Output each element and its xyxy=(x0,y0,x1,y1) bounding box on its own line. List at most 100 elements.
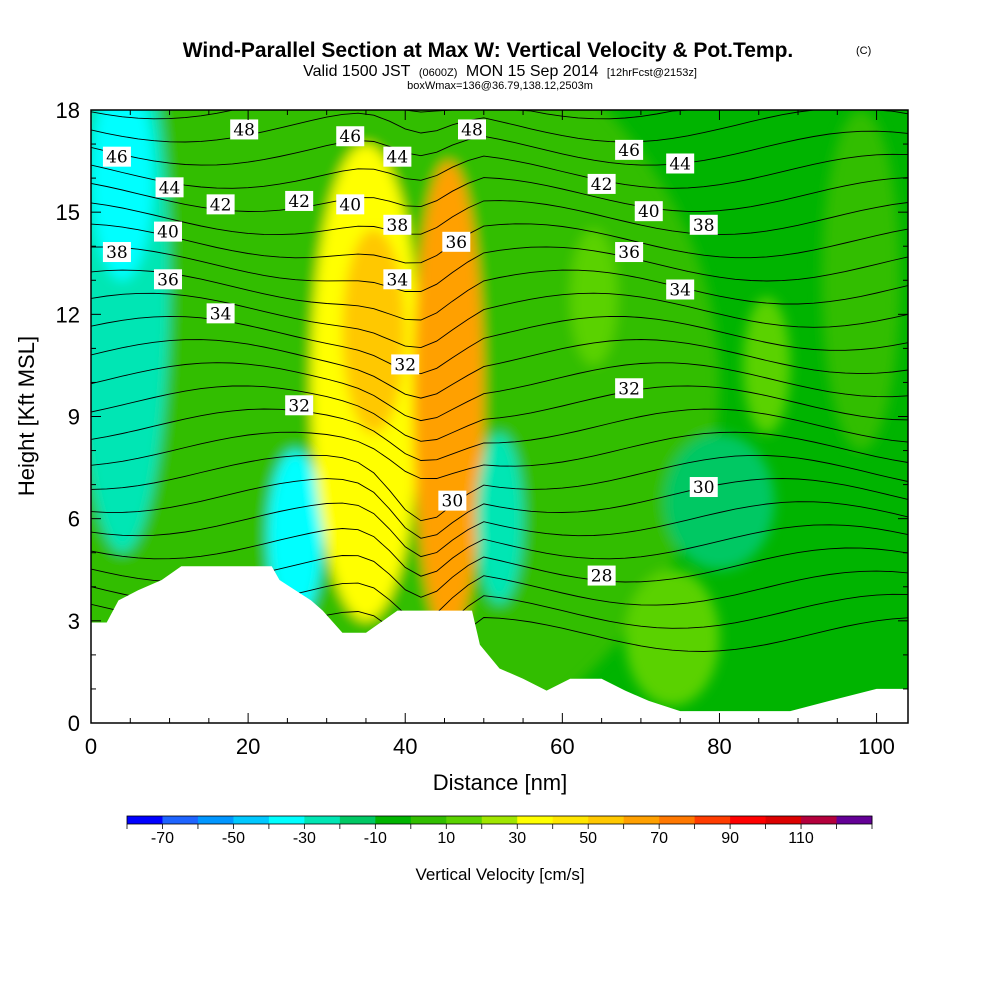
theta-contour-line xyxy=(91,501,908,558)
theta-contour-line xyxy=(91,153,908,189)
colorbar-tick-label: -70 xyxy=(151,830,174,847)
svg-text:34: 34 xyxy=(669,280,691,300)
colorbar-swatch xyxy=(623,816,660,824)
y-tick-label: 12 xyxy=(56,302,80,327)
svg-text:46: 46 xyxy=(339,127,361,147)
svg-text:42: 42 xyxy=(210,195,232,215)
theta-contour-line xyxy=(91,408,908,461)
svg-text:46: 46 xyxy=(618,141,640,161)
y-axis-label: Height [Kft MSL] xyxy=(14,336,39,496)
svg-text:36: 36 xyxy=(157,270,179,290)
contour-label: 36 xyxy=(153,269,182,290)
colorbar-swatch xyxy=(836,816,873,824)
svg-text:36: 36 xyxy=(618,243,640,263)
svg-text:34: 34 xyxy=(387,270,409,290)
colorbar-swatch xyxy=(268,816,305,824)
colorbar-tick-label: 110 xyxy=(788,830,814,847)
theta-contour-line xyxy=(91,362,908,422)
svg-text:48: 48 xyxy=(461,120,483,140)
svg-text:40: 40 xyxy=(339,195,361,215)
svg-text:30: 30 xyxy=(693,478,715,498)
contour-label: 44 xyxy=(666,153,695,174)
contour-label: 42 xyxy=(206,194,235,215)
contour-label: 44 xyxy=(383,146,412,168)
y-tick-labels: 0 3 6 9 12 15 18 xyxy=(56,98,80,736)
x-axis-label: Distance [nm] xyxy=(433,770,568,795)
contour-label: 30 xyxy=(438,490,467,512)
colorbar-tick-labels: -70 -50 -30 -10 10 30 50 70 90 110 xyxy=(151,830,814,847)
x-tick-label: 40 xyxy=(393,734,417,759)
colorbar-swatch xyxy=(446,816,483,824)
contour-label: 36 xyxy=(615,242,644,263)
svg-text:40: 40 xyxy=(638,202,660,222)
svg-text:44: 44 xyxy=(159,178,181,198)
colorbar-swatch xyxy=(197,816,234,824)
w-field-region xyxy=(743,297,791,434)
colorbar-swatch xyxy=(233,816,270,824)
colorbar-swatch xyxy=(765,816,802,824)
w-field-region xyxy=(664,433,775,570)
theta-contour-line xyxy=(91,130,908,166)
theta-contour-line xyxy=(91,431,908,480)
contour-label: 42 xyxy=(285,190,314,212)
colorbar-swatch xyxy=(304,816,341,824)
y-tick-label: 15 xyxy=(56,200,80,225)
theta-contour-line xyxy=(91,110,908,143)
theta-contour-line xyxy=(91,339,908,399)
colorbar-tick-label: 10 xyxy=(437,830,455,847)
theta-contour-line xyxy=(91,110,908,120)
contour-label: 46 xyxy=(615,139,644,161)
x-tick-label: 0 xyxy=(85,734,97,759)
terrain-mask xyxy=(91,566,908,723)
svg-text:46: 46 xyxy=(106,148,128,168)
svg-text:36: 36 xyxy=(445,233,467,253)
colorbar-tick-label: -30 xyxy=(293,830,316,847)
y-tick-label: 0 xyxy=(68,711,80,736)
theta-contour-line xyxy=(91,200,908,236)
x-tick-label: 60 xyxy=(550,734,574,759)
svg-text:42: 42 xyxy=(591,175,613,195)
contour-label: 34 xyxy=(666,279,695,300)
contour-label: 44 xyxy=(155,177,184,198)
contour-label: 46 xyxy=(336,126,365,147)
chart-title: Wind-Parallel Section at Max W: Vertical… xyxy=(183,39,794,62)
y-tick-label: 3 xyxy=(68,609,80,634)
svg-text:38: 38 xyxy=(106,243,128,263)
contour-label: 32 xyxy=(285,395,314,416)
colorbar-tick-label: -10 xyxy=(364,830,387,847)
colorbar-swatch xyxy=(162,816,199,824)
colorbar-swatch xyxy=(410,816,447,824)
svg-text:32: 32 xyxy=(618,379,640,399)
colorbar-swatch xyxy=(552,816,589,824)
colorbar-tick-label: 90 xyxy=(721,830,739,847)
colorbar-swatch xyxy=(801,816,838,824)
colorbar-swatch xyxy=(481,816,518,824)
svg-text:34: 34 xyxy=(210,304,232,324)
svg-text:38: 38 xyxy=(387,216,409,236)
svg-text:28: 28 xyxy=(591,567,613,587)
contour-label: 46 xyxy=(102,146,131,168)
copyright-mark: (C) xyxy=(856,45,871,57)
plot-area: 48 48 46 46 46 44 44 44 42 42 42 40 40 40 38 38 38 36 36 36… xyxy=(91,110,908,723)
colorbar-tick-label: 70 xyxy=(650,830,668,847)
colorbar-swatch xyxy=(588,816,625,824)
w-field-region xyxy=(342,229,406,434)
svg-text:40: 40 xyxy=(157,223,179,243)
theta-contour-line xyxy=(91,223,908,264)
contour-label: 34 xyxy=(206,303,235,324)
box-info: boxWmax=136@36.79,138.12,2503m xyxy=(407,80,593,92)
svg-text:30: 30 xyxy=(442,492,464,512)
theta-contour-line xyxy=(91,269,908,321)
svg-text:44: 44 xyxy=(387,148,409,168)
svg-text:32: 32 xyxy=(288,396,310,416)
colorbar-swatch xyxy=(517,816,554,824)
contour-label: 34 xyxy=(383,269,412,290)
x-tick-label: 20 xyxy=(236,734,260,759)
w-field-region xyxy=(267,450,323,621)
svg-text:42: 42 xyxy=(288,192,310,212)
theta-contour-line xyxy=(91,478,908,539)
y-tick-label: 18 xyxy=(56,98,80,123)
w-field-region xyxy=(475,433,524,604)
colorbar-tick-label: 30 xyxy=(508,830,526,847)
svg-text:32: 32 xyxy=(394,355,416,375)
